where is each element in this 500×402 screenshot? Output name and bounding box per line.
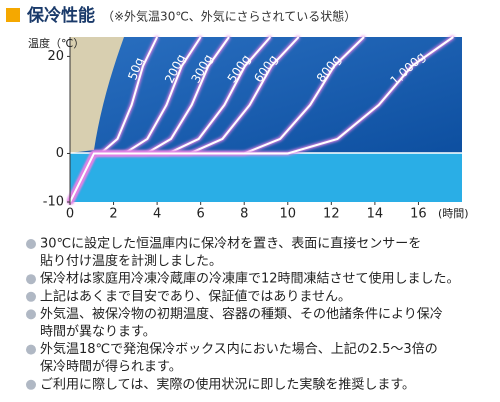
warm-zone [70,37,462,153]
y-tick-label: -10 [43,195,64,210]
note-text: 外気温18℃で発泡保冷ボックス内においた場合、上記の2.5～3倍の [40,341,438,357]
note-text: 外気温、被保冷物の初期温度、容器の種類、その他諸条件により保冷 [40,306,443,322]
x-tick-label: 0 [66,207,74,222]
note-text: 時間が異なります。 [40,325,156,340]
x-tick-label: 2 [109,207,117,222]
x-tick-label: 12 [323,207,340,222]
note-bullet [26,239,36,249]
frozen-zone [70,153,462,202]
subtitle: （※外気温30℃、外気にさらされている状態） [102,9,356,24]
x-tick-label: 4 [153,207,161,222]
y-tick-label: 20 [47,49,64,64]
note-bullet [26,344,36,355]
x-tick-label: 6 [197,207,205,222]
x-tick-label: 10 [280,207,297,222]
y-tick-label: 0 [56,146,64,161]
note-text: 保冷材は家庭用冷凍冷蔵庫の冷凍庫で12時間凍結させて使用しました。 [40,271,460,287]
note-bullet [26,291,36,302]
note-bullet [26,274,36,285]
title-marker [6,8,20,22]
note-text: 貼り付け温度を計測しました。 [40,253,222,269]
x-tick-label: 16 [410,207,427,222]
x-axis-label: (時間) [438,207,469,220]
note-bullet [26,379,36,390]
y-axis-label: 温度（℃） [28,36,84,50]
x-tick-label: 14 [367,207,384,222]
note-text: 上記はあくまで目安であり、保証値ではありません。 [40,288,351,304]
note-text: ご利用に際しては、実際の使用状況に即した実験を推奨します。 [40,376,415,392]
x-tick-label: 8 [240,207,248,222]
note-text: 30℃に設定した恒温庫内に保冷材を置き、表面に直接センサーを [40,236,421,252]
note-bullet [26,309,36,320]
note-text: 保冷時間が得られます。 [40,359,182,375]
ambient-zone [70,37,124,153]
curve [69,36,454,203]
title: 保冷性能 [26,5,95,26]
